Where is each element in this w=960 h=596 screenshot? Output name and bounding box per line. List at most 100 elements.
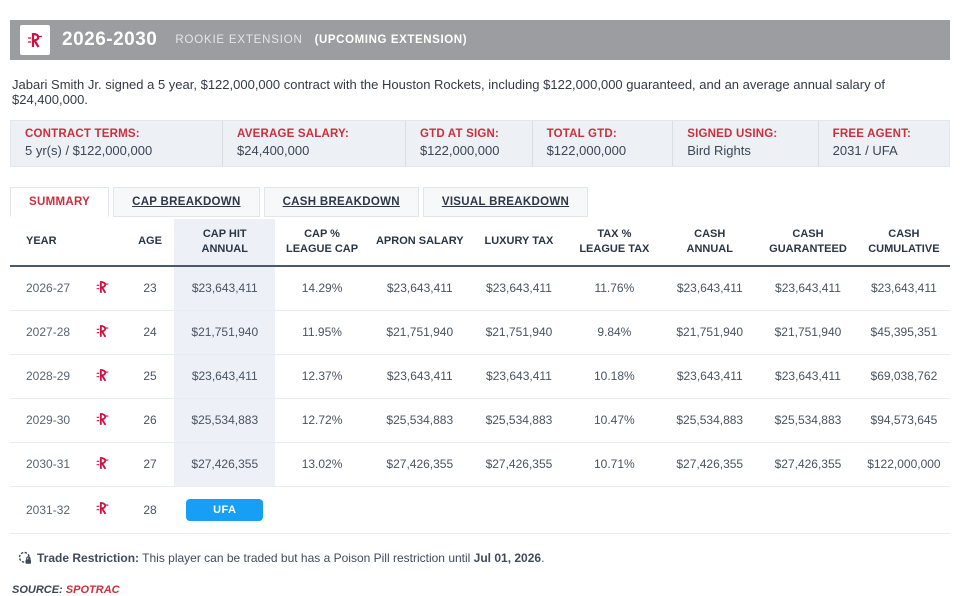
cell-cash-annual: $23,643,411 xyxy=(661,266,758,311)
rockets-logo-icon xyxy=(79,310,126,354)
contract-page: 2026-2030 ROOKIE EXTENSION (UPCOMING EXT… xyxy=(0,0,960,596)
cell-cap-pct xyxy=(275,486,369,533)
ufa-badge: UFA xyxy=(186,499,263,521)
cell-cash-guaranteed: $27,426,355 xyxy=(758,442,858,486)
cell-cash-cumulative: $69,038,762 xyxy=(858,354,950,398)
trade-restriction-icon xyxy=(18,551,32,565)
table-row: 2027-2824$21,751,94011.95%$21,751,940$21… xyxy=(10,310,950,354)
cell-luxury-tax: $25,534,883 xyxy=(471,398,568,442)
cell-luxury-tax: $21,751,940 xyxy=(471,310,568,354)
cell-age: 23 xyxy=(126,266,175,311)
cell-luxury-tax: $23,643,411 xyxy=(471,266,568,311)
cell-cash-cumulative: $23,643,411 xyxy=(858,266,950,311)
rockets-logo-icon xyxy=(79,442,126,486)
cell-cash-guaranteed: $21,751,940 xyxy=(758,310,858,354)
cell-apron-salary: $27,426,355 xyxy=(369,442,471,486)
contract-terms-strip: CONTRACT TERMS: 5 yr(s) / $122,000,000 A… xyxy=(10,120,950,167)
cell-cap-hit: $25,534,883 xyxy=(174,398,275,442)
column-header: AGE xyxy=(126,219,175,266)
breakdown-tabs: SUMMARY CAP BREAKDOWN CASH BREAKDOWN VIS… xyxy=(10,187,950,217)
cell-year: 2028-29 xyxy=(10,354,79,398)
source-link[interactable]: SPOTRAC xyxy=(66,584,120,596)
cell-cash-guaranteed: $25,534,883 xyxy=(758,398,858,442)
cell-cash-annual: $21,751,940 xyxy=(661,310,758,354)
ufa-badge-cell: UFA xyxy=(174,486,275,533)
cell-cash-cumulative: $94,573,645 xyxy=(858,398,950,442)
cell-cash-cumulative: $45,395,351 xyxy=(858,310,950,354)
cell-apron-salary xyxy=(369,486,471,533)
source-line: SOURCE: SPOTRAC xyxy=(12,584,950,596)
term-signed-using: SIGNED USING: Bird Rights xyxy=(672,121,817,166)
cell-apron-salary: $25,534,883 xyxy=(369,398,471,442)
cell-apron-salary: $23,643,411 xyxy=(369,266,471,311)
contract-note: (UPCOMING EXTENSION) xyxy=(315,34,468,46)
column-header: LUXURY TAX xyxy=(471,219,568,266)
cell-tax-pct: 10.18% xyxy=(567,354,661,398)
table-row: 2030-3127$27,426,35513.02%$27,426,355$27… xyxy=(10,442,950,486)
contract-table-body: 2026-2723$23,643,41114.29%$23,643,411$23… xyxy=(10,266,950,534)
cell-cash-cumulative: $122,000,000 xyxy=(858,442,950,486)
rockets-logo-icon xyxy=(20,25,50,55)
cell-cash-guaranteed: $23,643,411 xyxy=(758,266,858,311)
tab-cap-breakdown[interactable]: CAP BREAKDOWN xyxy=(113,187,259,217)
column-header: TAX % LEAGUE TAX xyxy=(567,219,661,266)
table-row: 2026-2723$23,643,41114.29%$23,643,411$23… xyxy=(10,266,950,311)
column-header: CAP % LEAGUE CAP xyxy=(275,219,369,266)
rockets-logo-icon xyxy=(79,398,126,442)
trade-restriction-text: Trade Restriction: This player can be tr… xyxy=(37,551,544,565)
cell-cap-hit: $23,643,411 xyxy=(174,354,275,398)
rockets-logo-icon xyxy=(79,266,126,311)
cell-age: 27 xyxy=(126,442,175,486)
term-contract-terms: CONTRACT TERMS: 5 yr(s) / $122,000,000 xyxy=(11,121,222,166)
column-header: CASH ANNUAL xyxy=(661,219,758,266)
cell-age: 26 xyxy=(126,398,175,442)
column-header: YEAR xyxy=(10,219,79,266)
cell-year: 2027-28 xyxy=(10,310,79,354)
cell-cap-pct: 12.72% xyxy=(275,398,369,442)
cell-cash-annual: $25,534,883 xyxy=(661,398,758,442)
cell-cap-hit: $23,643,411 xyxy=(174,266,275,311)
table-header-row: YEARAGECAP HIT ANNUALCAP % LEAGUE CAPAPR… xyxy=(10,219,950,266)
cell-apron-salary: $21,751,940 xyxy=(369,310,471,354)
cell-cash-cumulative xyxy=(858,486,950,533)
cell-tax-pct: 10.71% xyxy=(567,442,661,486)
cell-cash-annual xyxy=(661,486,758,533)
column-header: CASH CUMULATIVE xyxy=(858,219,950,266)
contract-table-head: YEARAGECAP HIT ANNUALCAP % LEAGUE CAPAPR… xyxy=(10,219,950,266)
cell-tax-pct: 10.47% xyxy=(567,398,661,442)
cell-year: 2026-27 xyxy=(10,266,79,311)
cell-year: 2030-31 xyxy=(10,442,79,486)
trade-restriction-note: Trade Restriction: This player can be tr… xyxy=(18,551,950,565)
cell-luxury-tax: $23,643,411 xyxy=(471,354,568,398)
cell-cap-hit: $21,751,940 xyxy=(174,310,275,354)
table-row: 2028-2925$23,643,41112.37%$23,643,411$23… xyxy=(10,354,950,398)
cell-cash-guaranteed: $23,643,411 xyxy=(758,354,858,398)
cell-cap-pct: 13.02% xyxy=(275,442,369,486)
cell-luxury-tax xyxy=(471,486,568,533)
cell-cash-guaranteed xyxy=(758,486,858,533)
table-row: 2029-3026$25,534,88312.72%$25,534,883$25… xyxy=(10,398,950,442)
table-row: 2031-3228UFA xyxy=(10,486,950,533)
cell-tax-pct: 11.76% xyxy=(567,266,661,311)
term-free-agent: FREE AGENT: 2031 / UFA xyxy=(818,121,949,166)
column-header: APRON SALARY xyxy=(369,219,471,266)
tab-visual-breakdown[interactable]: VISUAL BREAKDOWN xyxy=(423,187,588,217)
rockets-logo-icon xyxy=(79,486,126,533)
tab-summary[interactable]: SUMMARY xyxy=(10,187,109,217)
source-label: SOURCE: xyxy=(12,584,63,596)
column-header: CASH GUARANTEED xyxy=(758,219,858,266)
term-average-salary: AVERAGE SALARY: $24,400,000 xyxy=(222,121,405,166)
cell-cap-hit: $27,426,355 xyxy=(174,442,275,486)
contract-summary-sentence: Jabari Smith Jr. signed a 5 year, $122,0… xyxy=(12,77,948,107)
cell-cap-pct: 12.37% xyxy=(275,354,369,398)
cell-age: 25 xyxy=(126,354,175,398)
term-gtd-at-sign: GTD AT SIGN: $122,000,000 xyxy=(405,121,532,166)
cell-cap-pct: 11.95% xyxy=(275,310,369,354)
tab-cash-breakdown[interactable]: CASH BREAKDOWN xyxy=(264,187,419,217)
cell-apron-salary: $23,643,411 xyxy=(369,354,471,398)
cell-cash-annual: $23,643,411 xyxy=(661,354,758,398)
contract-years: 2026-2030 xyxy=(62,29,157,51)
cell-cap-pct: 14.29% xyxy=(275,266,369,311)
cell-age: 28 xyxy=(126,486,175,533)
contract-type: ROOKIE EXTENSION xyxy=(175,34,302,46)
